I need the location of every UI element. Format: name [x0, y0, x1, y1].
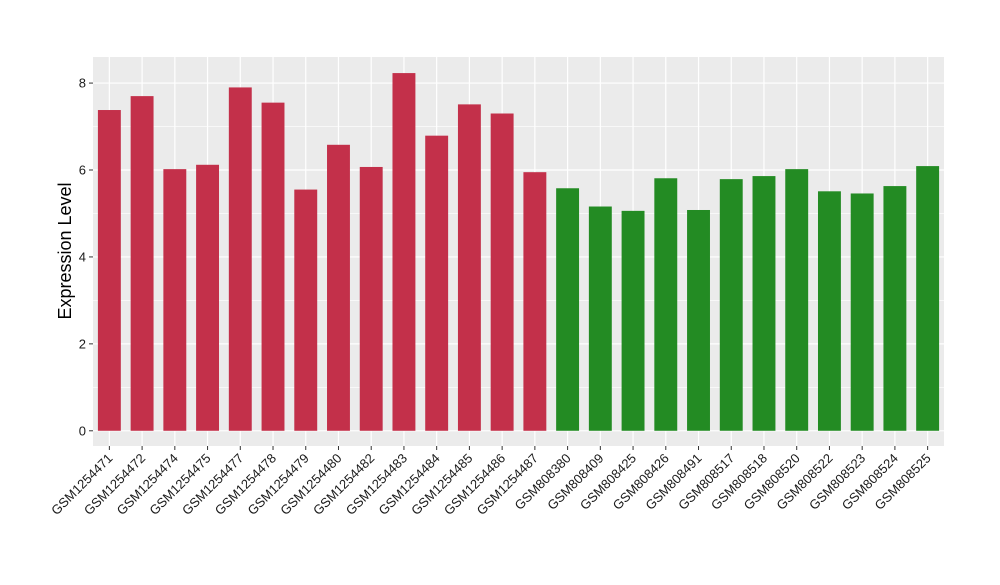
bar-GSM1254482 [359, 166, 383, 431]
x-axis: GSM1254471GSM1254472GSM1254474GSM1254475… [48, 446, 934, 518]
bar-GSM1254471 [97, 110, 121, 431]
bar-GSM1254477 [228, 87, 252, 431]
bar-GSM1254479 [294, 189, 318, 431]
plot-panel [93, 57, 944, 446]
bar-GSM808380 [556, 188, 580, 431]
bar-GSM1254485 [457, 104, 481, 431]
bar-GSM1254480 [327, 144, 350, 431]
y-axis: 0 2 4 6 8 [79, 76, 93, 438]
bar-GSM1254486 [490, 113, 514, 431]
bar-GSM808518 [752, 176, 776, 431]
y-tick-label: 2 [79, 336, 86, 351]
bar-GSM808522 [817, 191, 841, 431]
bar-GSM1254474 [163, 169, 187, 431]
bar-GSM808517 [719, 179, 743, 431]
bar-GSM1254472 [130, 96, 154, 431]
y-axis-title: Expression Level [55, 182, 75, 319]
bar-GSM808524 [883, 186, 907, 431]
bar-GSM808409 [588, 206, 612, 431]
bar-GSM1254483 [392, 73, 416, 431]
bars [97, 73, 940, 431]
bar-GSM808425 [621, 210, 645, 431]
bar-GSM1254475 [196, 164, 220, 431]
bar-GSM808520 [785, 169, 809, 431]
bar-GSM808426 [654, 178, 678, 431]
y-tick-label: 4 [79, 249, 86, 264]
y-tick-label: 0 [79, 423, 86, 438]
y-tick-label: 8 [79, 76, 86, 91]
bar-GSM808523 [850, 193, 874, 431]
bar-GSM808491 [687, 209, 710, 431]
bar-GSM1254484 [425, 135, 449, 431]
bar-GSM1254478 [261, 102, 285, 431]
y-tick-label: 6 [79, 163, 86, 178]
bar-GSM1254487 [523, 172, 547, 431]
bar-GSM808525 [916, 166, 940, 431]
